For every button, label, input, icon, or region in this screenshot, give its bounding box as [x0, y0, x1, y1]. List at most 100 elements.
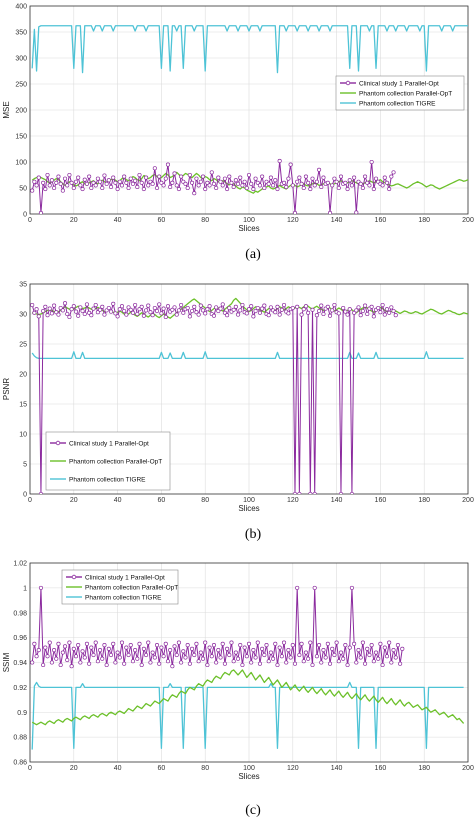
data-point — [102, 643, 107, 648]
data-point — [154, 643, 160, 648]
data-point — [198, 650, 203, 655]
data-point — [194, 176, 199, 181]
data-point — [253, 176, 258, 181]
data-point — [253, 308, 258, 314]
chart-panel-1: 0 20 40 60 80 100 120 140 160 180 200 0 50 100 150 200 2… — [2, 4, 474, 263]
legend-label: Phantom collection TIGRE — [85, 594, 162, 601]
data-point — [229, 640, 234, 645]
data-point — [371, 659, 376, 664]
data-point — [30, 660, 35, 665]
y-axis-label: SSIM — [2, 652, 11, 672]
data-point — [95, 176, 100, 181]
data-point — [290, 643, 295, 648]
data-point — [356, 648, 361, 653]
data-point — [363, 661, 368, 666]
data-point — [119, 640, 125, 645]
data-point — [108, 184, 114, 190]
data-point — [148, 660, 153, 665]
data-point — [275, 304, 280, 309]
data-point — [358, 655, 363, 660]
x-tick-label: 40 — [114, 765, 122, 772]
data-point — [268, 650, 273, 655]
data-point — [236, 656, 241, 661]
data-point — [38, 491, 43, 494]
y-tick-label: 0.98 — [13, 610, 27, 617]
data-point — [38, 210, 43, 214]
data-point — [251, 186, 256, 192]
x-tick-label: 20 — [70, 497, 78, 504]
data-point — [238, 308, 243, 313]
data-point — [382, 645, 387, 650]
data-point — [128, 643, 133, 648]
data-point — [104, 662, 109, 668]
data-point — [54, 180, 59, 185]
data-point — [323, 655, 328, 660]
data-point — [240, 662, 245, 668]
legend-label: Phantom collection Parallel-OpT — [85, 584, 178, 591]
data-point — [133, 648, 138, 653]
data-point — [286, 311, 291, 316]
series-2 — [31, 669, 465, 726]
x-tick-label: 180 — [418, 765, 430, 772]
plot-frame — [29, 5, 469, 215]
y-tick-label: 10 — [19, 432, 27, 439]
data-point — [336, 311, 341, 316]
x-tick-label: 80 — [201, 217, 209, 224]
y-tick-label: 1 — [23, 585, 27, 592]
x-tick-label: 120 — [287, 765, 299, 772]
data-point — [376, 305, 381, 311]
data-point — [168, 648, 173, 653]
data-point — [303, 304, 308, 309]
data-point — [80, 186, 85, 192]
y-tick-label: 150 — [15, 134, 27, 141]
data-point — [47, 183, 52, 188]
data-point — [119, 304, 125, 309]
data-point — [214, 305, 219, 310]
data-point — [192, 191, 197, 196]
data-point — [279, 654, 284, 659]
data-point — [295, 179, 300, 184]
figure-caption: (a) — [245, 247, 261, 262]
data-point — [95, 659, 100, 664]
data-point — [336, 659, 341, 664]
data-point — [60, 308, 65, 313]
data-point — [115, 186, 120, 192]
data-point — [93, 640, 98, 645]
data-point — [190, 308, 195, 314]
data-point — [130, 659, 135, 664]
data-point — [214, 660, 219, 665]
data-point — [343, 180, 348, 185]
data-point — [266, 659, 271, 664]
data-point — [122, 661, 127, 666]
x-tick-label: 200 — [462, 217, 474, 224]
data-point — [277, 645, 282, 650]
data-point — [336, 185, 341, 191]
data-point — [314, 313, 319, 318]
data-point — [98, 307, 103, 312]
y-tick-label: 25 — [19, 342, 27, 349]
data-point — [84, 302, 89, 307]
data-point — [209, 170, 214, 175]
data-point — [389, 174, 394, 179]
data-point — [32, 641, 37, 646]
data-point — [253, 655, 258, 660]
data-point — [150, 181, 155, 186]
series-1 — [30, 158, 396, 214]
y-tick-label: 100 — [15, 160, 27, 167]
data-point — [144, 308, 149, 313]
data-point — [286, 648, 291, 653]
data-point — [62, 301, 68, 306]
data-point — [308, 186, 313, 192]
data-point — [52, 648, 57, 653]
data-point — [128, 176, 133, 181]
data-point — [56, 312, 61, 317]
data-point — [352, 641, 357, 646]
data-point — [154, 308, 160, 314]
data-point — [187, 661, 192, 666]
data-point — [98, 648, 103, 653]
data-point — [244, 654, 249, 659]
data-point — [196, 183, 201, 188]
data-point — [365, 646, 370, 651]
data-point — [378, 310, 383, 315]
